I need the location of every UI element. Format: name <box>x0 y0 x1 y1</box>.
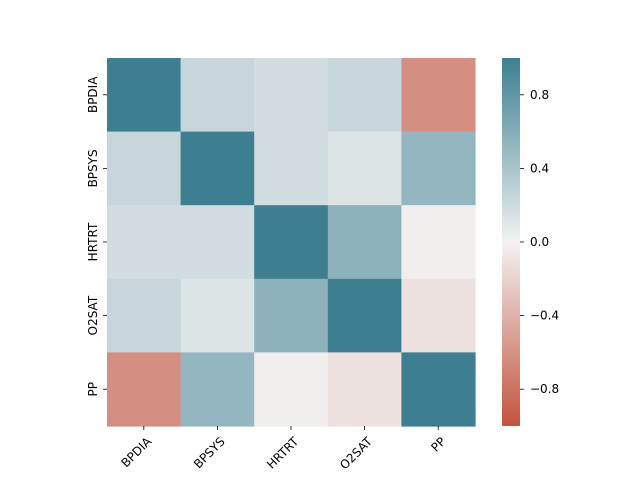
heatmap-cell <box>107 352 182 427</box>
heatmap-cell <box>107 278 182 353</box>
x-tick-label: BPDIA <box>118 434 154 470</box>
heatmap-cell <box>401 352 476 427</box>
y-tick-label: BPSYS <box>86 149 100 187</box>
heatmap-cell <box>401 131 476 206</box>
heatmap-cell <box>107 58 182 133</box>
heatmap-cell <box>107 205 182 280</box>
colorbar-tick-label: 0.4 <box>530 161 549 175</box>
colorbar <box>502 58 520 426</box>
heatmap-cell <box>327 278 402 353</box>
x-tick-label: BPSYS <box>191 434 228 471</box>
y-tick-label: O2SAT <box>86 295 100 335</box>
heatmap-cells <box>107 58 476 427</box>
heatmap-cell <box>254 205 329 280</box>
heatmap-cell <box>254 131 329 206</box>
heatmap-cell <box>401 58 476 133</box>
x-axis-ticks: BPDIA BPSYS HRTRT O2SAT PP <box>118 426 449 472</box>
heatmap-cell <box>254 278 329 353</box>
heatmap-cell <box>254 352 329 427</box>
heatmap-cell <box>327 352 402 427</box>
y-tick-label: BPDIA <box>86 76 100 113</box>
heatmap-cell <box>107 131 182 206</box>
heatmap-cell <box>327 131 402 206</box>
colorbar-tick-label: −0.4 <box>530 309 559 323</box>
x-tick-label: HRTRT <box>264 434 302 472</box>
heatmap-cell <box>180 131 255 206</box>
y-tick-label: PP <box>86 382 100 396</box>
heatmap-cell <box>180 58 255 133</box>
x-tick-label: PP <box>428 434 448 454</box>
x-tick-label: O2SAT <box>337 434 375 472</box>
colorbar-ticks: −0.8 −0.4 0.0 0.4 0.8 <box>520 88 559 396</box>
heatmap-cell <box>180 352 255 427</box>
heatmap-cell <box>401 278 476 353</box>
y-axis-ticks: BPDIA BPSYS HRTRT O2SAT PP <box>86 76 107 396</box>
colorbar-tick-label: −0.8 <box>530 382 559 396</box>
heatmap-cell <box>401 205 476 280</box>
heatmap-cell <box>180 278 255 353</box>
heatmap-cell <box>327 58 402 133</box>
colorbar-tick-label: 0.0 <box>530 235 549 249</box>
heatmap-cell <box>254 58 329 133</box>
heatmap-cell <box>327 205 402 280</box>
y-tick-label: HRTRT <box>86 222 100 261</box>
heatmap-cell <box>180 205 255 280</box>
colorbar-tick-label: 0.8 <box>530 88 549 102</box>
